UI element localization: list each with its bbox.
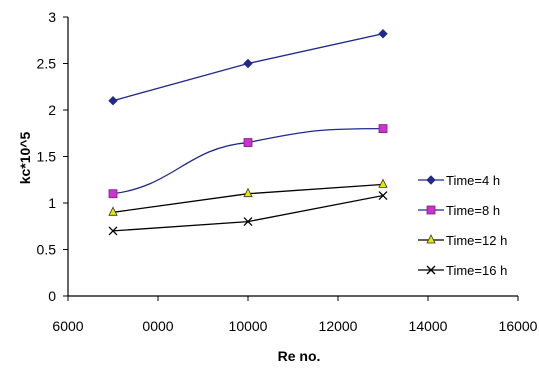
legend-marker: [426, 205, 436, 215]
y-tick-label: 0: [48, 288, 56, 304]
legend-item: Time=12 h: [418, 233, 507, 248]
y-tick-label: 2: [48, 102, 56, 118]
legend-item: Time=16 h: [418, 263, 507, 278]
legend: Time=4 h Time=8 h Time=12 h Time=16 h: [418, 173, 507, 278]
series-4: [108, 191, 388, 236]
x-tick-label: 12000: [319, 318, 358, 334]
y-tick-label: 3: [48, 9, 56, 25]
data-point: [243, 58, 253, 69]
legend-label: Time=4 h: [446, 173, 500, 188]
series-layer: [108, 29, 388, 236]
y-tick-label: 2.5: [37, 56, 57, 72]
data-point: [243, 187, 253, 198]
y-tick-label: 1.5: [37, 149, 57, 165]
data-point: [378, 178, 388, 188]
data-point: [108, 206, 118, 216]
legend-label: Time=12 h: [446, 233, 507, 248]
legend-label: Time=8 h: [446, 203, 500, 218]
y-tick-label: 1: [48, 195, 56, 211]
x-tick-label: 14000: [409, 318, 448, 334]
x-tick-label: 10000: [229, 318, 268, 334]
series-line: [112, 194, 384, 232]
data-point: [378, 124, 388, 133]
y-axis-title: kc*10^5: [17, 132, 33, 185]
legend-marker: [426, 234, 436, 244]
data-point: [108, 226, 118, 236]
data-point: [243, 138, 253, 147]
x-tick-label: 0000: [142, 318, 173, 334]
y-tick-label: 0.5: [37, 242, 57, 258]
data-point: [378, 29, 388, 39]
legend-label: Time=16 h: [446, 263, 507, 278]
series-2: [108, 124, 388, 199]
series-1: [108, 29, 388, 106]
data-point: [378, 191, 388, 201]
legend-marker: [426, 175, 436, 185]
legend-item: Time=8 h: [418, 203, 500, 218]
x-tick-label: 16000: [499, 318, 538, 334]
data-point: [108, 95, 118, 106]
legend-marker: [426, 265, 436, 275]
x-axis-title: Re no.: [278, 348, 321, 364]
legend-item: Time=4 h: [418, 173, 500, 188]
x-tick-label: 6000: [52, 318, 83, 334]
series-3: [108, 178, 388, 216]
data-point: [108, 189, 118, 199]
axes: 0 0.5 1 1.5 2 2.5 3 6000 0000 10000 12000 14000 1600…: [37, 9, 538, 334]
data-point: [243, 217, 253, 227]
